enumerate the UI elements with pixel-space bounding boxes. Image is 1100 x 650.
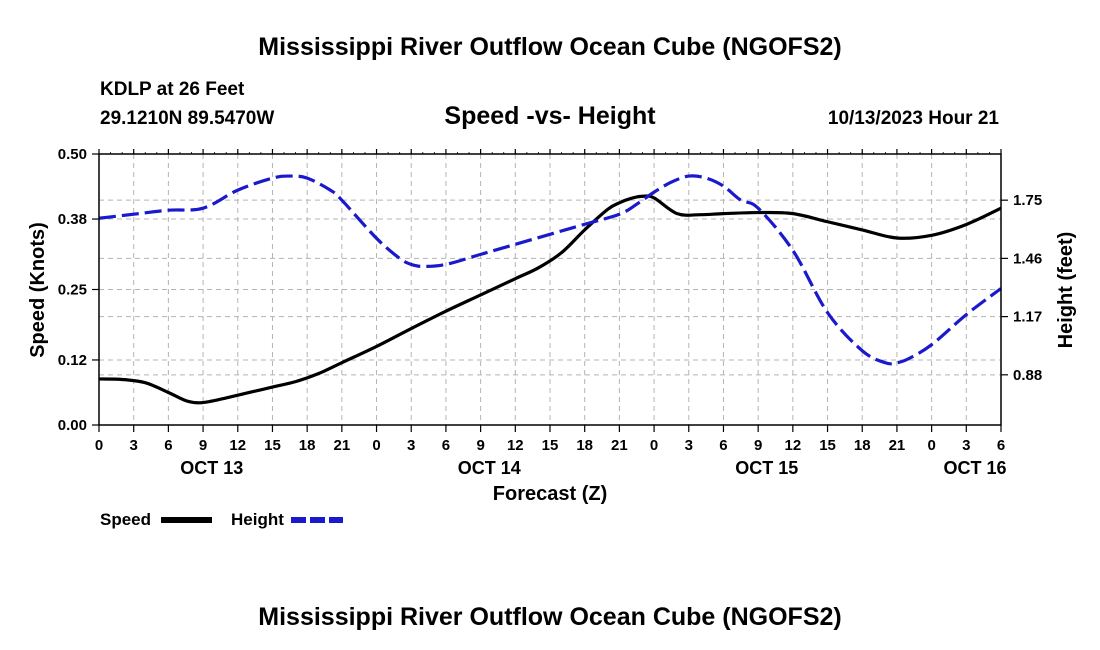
x-tick-label: 18: [854, 437, 871, 454]
legend-speed-label: Speed: [100, 510, 151, 529]
x-tick-label: 21: [611, 437, 628, 454]
y-left-tick-label: 0.00: [58, 417, 87, 434]
y-right-tick-label: 1.46: [1013, 250, 1042, 267]
x-tick-label: 0: [927, 437, 935, 454]
y-left-tick-label: 0.12: [58, 352, 87, 369]
y-left-tick-label: 0.25: [58, 282, 87, 299]
x-day-label: OCT 16: [943, 458, 1006, 478]
coordinates-label: 29.1210N 89.5470W: [100, 108, 274, 129]
x-day-label: OCT 15: [735, 458, 798, 478]
chart-title: Mississippi River Outflow Ocean Cube (NG…: [258, 33, 841, 61]
x-tick-label: 15: [819, 437, 836, 454]
x-day-label: OCT 13: [180, 458, 243, 478]
x-tick-label: 0: [650, 437, 658, 454]
y-right-tick-label: 0.88: [1013, 367, 1042, 384]
y-axis-right-label: Height (feet): [1055, 232, 1077, 349]
x-tick-label: 12: [507, 437, 524, 454]
x-day-label: OCT 14: [458, 458, 521, 478]
footer-title: Mississippi River Outflow Ocean Cube (NG…: [258, 603, 841, 631]
y-left-tick-label: 0.38: [58, 211, 87, 228]
x-tick-label: 12: [229, 437, 246, 454]
x-axis-label: Forecast (Z): [493, 483, 607, 505]
x-tick-label: 3: [685, 437, 693, 454]
x-tick-label: 6: [719, 437, 727, 454]
y-left-tick-label: 0.50: [58, 146, 87, 163]
axis-ticks: 0 3 6 9 12 15 18 21 0 3 6 9 12 15 18 21 0 3 6 9 12 15 18 21 0 3 6O…: [58, 146, 1042, 478]
x-tick-label: 9: [476, 437, 484, 454]
run-time-label: 10/13/2023 Hour 21: [828, 108, 1000, 129]
series-line-speed: [98, 194, 1002, 405]
x-tick-label: 12: [785, 437, 802, 454]
x-tick-label: 0: [95, 437, 103, 454]
x-tick-label: 15: [542, 437, 559, 454]
legend-height-label: Height: [231, 510, 284, 529]
series-line-height: [98, 174, 1002, 366]
chart-subtitle: Speed -vs- Height: [444, 102, 656, 130]
station-label: KDLP at 26 Feet: [100, 79, 245, 100]
y-right-tick-label: 1.75: [1013, 192, 1042, 209]
x-tick-label: 9: [199, 437, 207, 454]
x-tick-label: 3: [130, 437, 138, 454]
grid: [99, 154, 1001, 425]
x-tick-label: 6: [997, 437, 1005, 454]
x-tick-label: 15: [264, 437, 281, 454]
x-tick-label: 9: [754, 437, 762, 454]
x-tick-label: 3: [407, 437, 415, 454]
x-tick-label: 0: [372, 437, 380, 454]
x-tick-label: 21: [889, 437, 906, 454]
x-tick-label: 3: [962, 437, 970, 454]
y-right-tick-label: 1.17: [1013, 309, 1042, 326]
x-tick-label: 18: [299, 437, 316, 454]
series-lines: [98, 174, 1002, 405]
x-tick-label: 18: [576, 437, 593, 454]
x-tick-label: 6: [442, 437, 450, 454]
x-tick-label: 6: [164, 437, 172, 454]
x-tick-label: 21: [334, 437, 351, 454]
legend: Speed Height: [100, 510, 343, 529]
y-axis-left-label: Speed (Knots): [27, 222, 49, 358]
